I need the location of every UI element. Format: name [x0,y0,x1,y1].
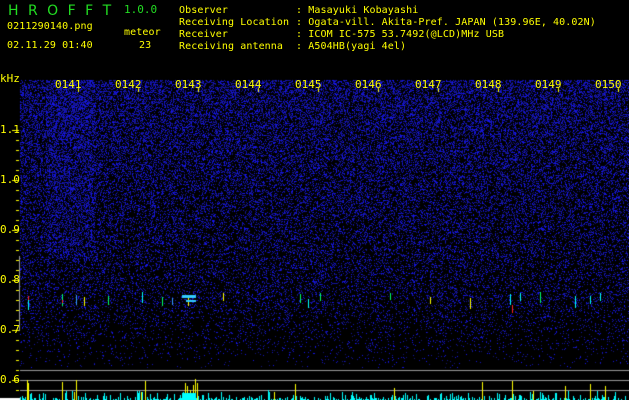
file-datetime: 02.11.29 01:40 [7,40,93,51]
meteor-count: 23 [139,40,152,51]
y-tick-label: 0.7 [0,323,20,336]
y-unit-label: kHz [0,72,20,85]
meteor-label: meteor [124,27,161,38]
time-tick-label: 0143 [175,78,202,91]
app-version: 1.0.0 [124,3,158,16]
time-tick-label: 0141 [55,78,82,91]
y-tick-label: 0.8 [0,273,20,286]
time-tick-label: 0148 [475,78,502,91]
y-tick-label: 1.1 [0,123,20,136]
info-value: : Masayuki Kobayashi [296,5,419,16]
time-tick-label: 0150 [595,78,622,91]
info-value: : ICOM IC-575 53.7492(@LCD)MHz USB [296,29,505,40]
info-value: : Ogata-vill. Akita-Pref. JAPAN (139.96E… [296,17,596,28]
time-tick-label: 0147 [415,78,442,91]
time-tick-label: 0142 [115,78,142,91]
info-label: Receiving Location [179,17,290,28]
info-value: : A504HB(yagi 4el) [296,41,407,52]
time-tick-label: 0149 [535,78,562,91]
file-name: 0211290140.png [7,21,93,32]
info-label: Receiving antenna [179,41,284,52]
app-logo: H R O F F T [8,3,112,19]
time-tick-label: 0146 [355,78,382,91]
y-tick-label: 0.9 [0,223,20,236]
time-tick-label: 0144 [235,78,262,91]
info-label: Receiver [179,29,228,40]
time-tick-label: 0145 [295,78,322,91]
info-label: Observer [179,5,228,16]
y-tick-label: 0.6 [0,373,20,386]
y-tick-label: 1.0 [0,173,20,186]
